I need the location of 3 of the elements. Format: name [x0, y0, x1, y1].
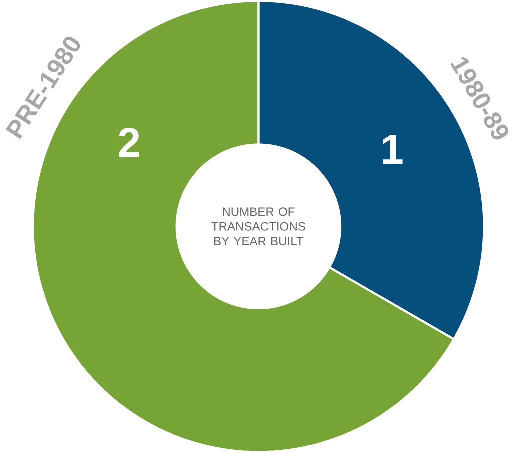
- text: NUMBER OF TRANSACTIONS BY YEAR BUILT: [212, 208, 306, 246]
- data-label: 2: [119, 128, 140, 158]
- data-label: 1: [383, 134, 403, 164]
